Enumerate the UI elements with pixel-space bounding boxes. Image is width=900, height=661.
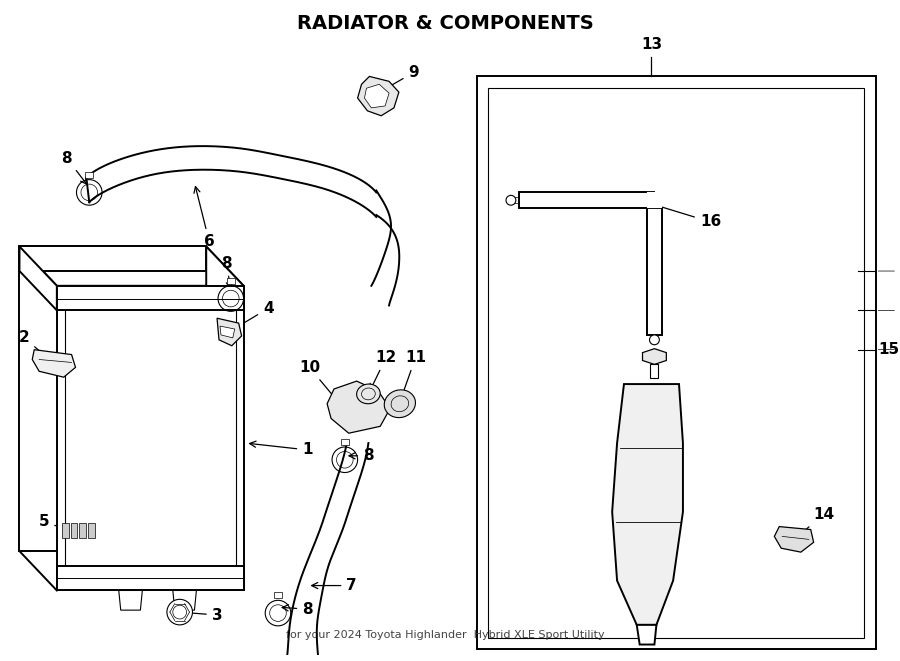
Polygon shape (646, 208, 662, 335)
Text: 1: 1 (249, 441, 312, 457)
Polygon shape (79, 523, 86, 538)
Polygon shape (651, 364, 659, 378)
Text: 8: 8 (282, 602, 313, 617)
Polygon shape (357, 77, 399, 116)
Polygon shape (476, 77, 876, 650)
Polygon shape (57, 286, 244, 590)
Polygon shape (636, 625, 656, 644)
Text: 8: 8 (221, 256, 232, 288)
Text: 4: 4 (232, 301, 274, 330)
Polygon shape (57, 566, 244, 590)
Circle shape (650, 335, 660, 345)
Polygon shape (643, 349, 666, 364)
Polygon shape (612, 384, 683, 625)
Text: 9: 9 (385, 65, 418, 89)
Text: 7: 7 (311, 578, 357, 593)
Polygon shape (217, 318, 241, 346)
Circle shape (166, 600, 193, 625)
Text: 16: 16 (644, 200, 721, 229)
Polygon shape (70, 523, 77, 538)
Text: 8: 8 (349, 448, 373, 463)
Polygon shape (20, 247, 206, 271)
Polygon shape (173, 590, 196, 610)
Polygon shape (341, 439, 349, 445)
Ellipse shape (356, 384, 380, 404)
Polygon shape (20, 247, 244, 286)
Text: 5: 5 (39, 514, 66, 530)
Polygon shape (518, 192, 654, 208)
Text: 3: 3 (184, 607, 222, 623)
Polygon shape (119, 590, 142, 610)
Text: for your 2024 Toyota Highlander  Hybrid XLE Sport Utility: for your 2024 Toyota Highlander Hybrid X… (286, 630, 605, 640)
Text: 13: 13 (641, 38, 662, 52)
Text: 14: 14 (797, 507, 834, 537)
Text: 15: 15 (878, 342, 900, 357)
Polygon shape (646, 192, 662, 208)
Polygon shape (364, 85, 389, 108)
Polygon shape (32, 350, 76, 377)
Polygon shape (327, 381, 390, 433)
Polygon shape (20, 247, 57, 311)
Polygon shape (62, 523, 68, 538)
Text: 2: 2 (19, 330, 50, 361)
Text: RADIATOR & COMPONENTS: RADIATOR & COMPONENTS (297, 14, 593, 33)
Text: 10: 10 (299, 360, 341, 405)
Polygon shape (57, 286, 244, 311)
Polygon shape (88, 523, 95, 538)
Text: 11: 11 (400, 350, 426, 398)
Polygon shape (65, 293, 236, 582)
Ellipse shape (384, 390, 416, 418)
Polygon shape (274, 592, 282, 598)
Text: 8: 8 (61, 151, 86, 184)
Text: 12: 12 (370, 350, 397, 390)
Polygon shape (489, 88, 864, 638)
Polygon shape (774, 527, 814, 552)
Polygon shape (227, 278, 235, 284)
Circle shape (506, 196, 516, 205)
Polygon shape (86, 172, 94, 178)
Polygon shape (220, 326, 235, 338)
Polygon shape (206, 247, 244, 590)
Text: 6: 6 (194, 186, 214, 249)
